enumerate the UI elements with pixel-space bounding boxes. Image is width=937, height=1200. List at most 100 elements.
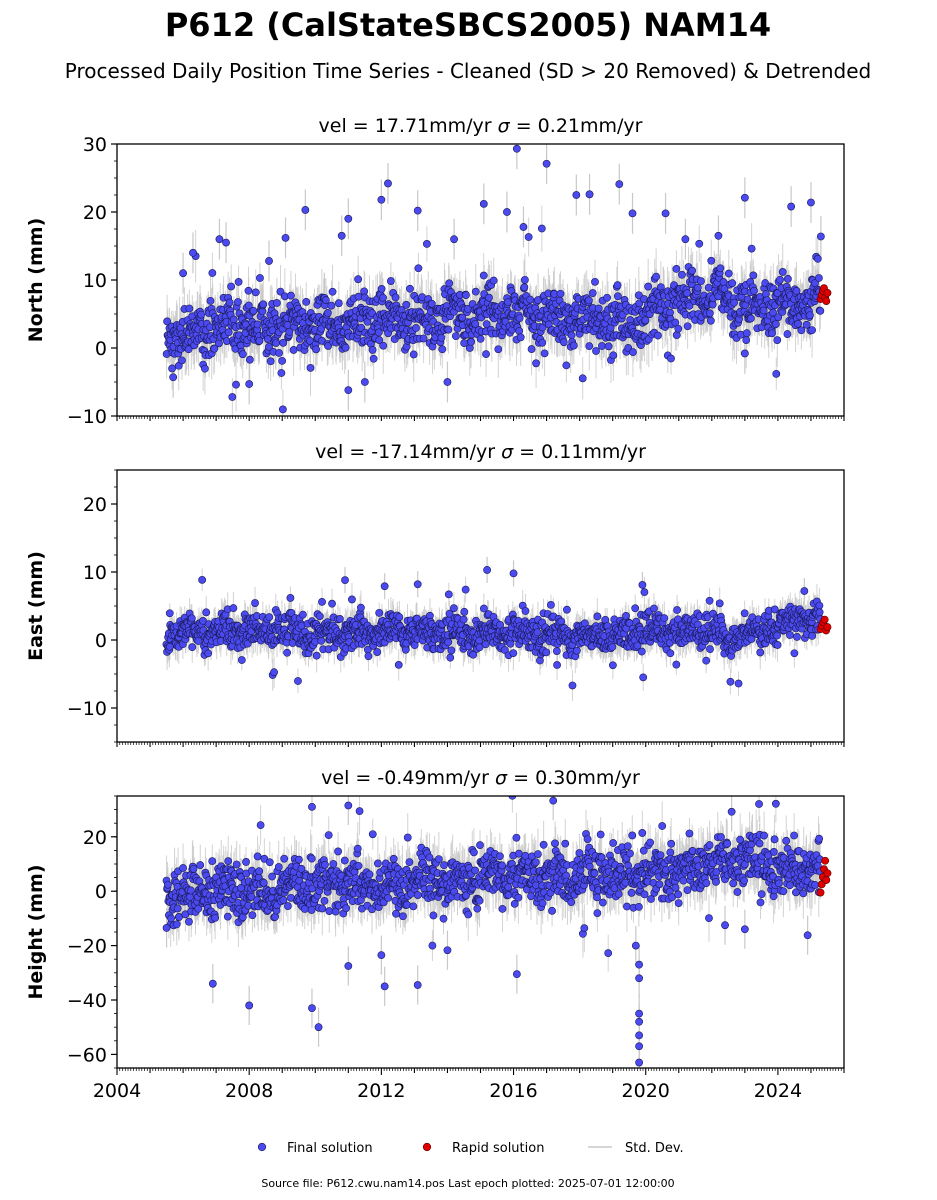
final-solution-point <box>644 282 653 291</box>
final-solution-point <box>652 272 661 281</box>
final-solution-point <box>813 254 822 263</box>
final-solution-points <box>162 566 825 690</box>
final-solution-point <box>251 599 259 607</box>
final-solution-point <box>323 308 332 317</box>
final-solution-point <box>302 297 311 306</box>
final-solution-point <box>674 324 683 333</box>
final-solution-point <box>603 293 612 302</box>
final-solution-point <box>228 393 237 401</box>
final-solution-point <box>594 304 603 313</box>
final-solution-point <box>327 301 336 310</box>
final-solution-point <box>419 334 428 343</box>
velocity-text: vel = 17.71mm/yr <box>319 115 498 137</box>
final-solution-point <box>524 233 533 241</box>
final-solution-point <box>532 359 540 368</box>
final-solution-point <box>747 244 756 253</box>
final-solution-point <box>567 331 576 340</box>
final-solution-point <box>306 336 314 345</box>
final-solution-point <box>802 320 811 329</box>
final-solution-point <box>572 191 581 199</box>
final-solution-point <box>278 405 287 414</box>
final-solution-point <box>253 320 262 329</box>
final-solution-point <box>471 319 480 328</box>
final-solution-point <box>460 339 469 348</box>
data-layer <box>162 144 832 416</box>
final-solution-point <box>341 343 350 352</box>
final-solution-point <box>654 331 662 340</box>
final-solution-point <box>237 656 246 664</box>
final-solution-point <box>482 320 491 329</box>
final-solution-point <box>467 337 475 346</box>
final-solution-point <box>742 329 751 338</box>
final-solution-point <box>783 274 792 283</box>
final-solution-point <box>229 604 238 612</box>
final-solution-point <box>255 336 264 345</box>
final-solution-point <box>245 380 254 388</box>
final-solution-point <box>315 612 324 621</box>
final-solution-point <box>585 342 594 351</box>
y-tick-label: 30 <box>83 134 107 156</box>
final-solution-point <box>197 310 206 319</box>
panel-2: vel = -17.14mm/yr σ = 0.11mm/yr East (mm)… <box>25 441 845 747</box>
final-solution-point <box>299 610 307 619</box>
final-solution-point <box>227 282 236 291</box>
final-solution-point <box>519 223 528 231</box>
final-solution-point <box>337 231 346 240</box>
final-solution-point <box>375 336 384 344</box>
final-solution-point <box>450 235 458 244</box>
final-solution-point <box>641 316 650 325</box>
sigma-text: = 0.11mm/yr <box>513 441 646 463</box>
final-solution-point <box>215 339 223 348</box>
final-solution-point <box>287 291 295 300</box>
final-solution-point <box>520 275 529 284</box>
final-solution-point <box>494 345 503 354</box>
final-solution-point <box>244 301 253 310</box>
figure-title: P612 (CalStateSBCS2005) NAM14 <box>165 6 771 44</box>
final-solution-point <box>413 206 422 215</box>
sigma-symbol: σ <box>498 115 511 137</box>
final-solution-point <box>272 299 281 307</box>
final-solution-point <box>683 322 692 331</box>
final-solution-point <box>613 281 622 290</box>
final-solution-point <box>697 277 705 286</box>
final-solution-point <box>275 349 283 357</box>
final-solution-point <box>232 380 240 389</box>
final-solution-point <box>520 283 529 292</box>
final-solution-point <box>272 339 280 347</box>
final-solution-point <box>277 369 286 377</box>
final-solution-point <box>588 289 597 297</box>
final-solution-point <box>778 268 787 276</box>
final-solution-point <box>562 361 571 370</box>
final-solution-point <box>312 345 320 354</box>
y-tick-label: 0 <box>95 338 107 360</box>
final-solution-point <box>750 286 758 295</box>
final-solution-point <box>194 637 203 645</box>
final-solution-point <box>289 346 298 354</box>
final-solution-point <box>740 193 749 202</box>
final-solution-point <box>185 304 194 313</box>
final-solution-point <box>462 291 470 299</box>
final-solution-point <box>776 275 784 284</box>
final-solution-point <box>816 232 825 241</box>
final-solution-point <box>301 206 310 214</box>
final-solution-point <box>265 257 273 265</box>
final-solution-point <box>489 276 498 285</box>
final-solution-point <box>693 283 702 292</box>
y-tick-label: 10 <box>83 270 107 292</box>
final-solution-point <box>256 274 264 282</box>
final-solution-point <box>414 264 423 273</box>
final-solution-point <box>797 326 806 335</box>
final-solution-point <box>759 306 768 315</box>
final-solution-point <box>328 599 336 608</box>
final-solution-point <box>270 668 278 677</box>
final-solution-point <box>360 378 369 386</box>
final-solution-point <box>540 349 549 358</box>
panels: vel = 17.71mm/yr σ = 0.21mm/yr North (mm)… <box>25 115 845 1102</box>
final-solution-point <box>222 238 230 247</box>
final-solution-point <box>406 284 414 293</box>
final-solution-point <box>163 317 171 326</box>
final-solution-point <box>672 331 681 339</box>
x-ticks <box>116 416 845 421</box>
final-solution-point <box>772 369 781 378</box>
final-solution-point <box>178 356 186 365</box>
